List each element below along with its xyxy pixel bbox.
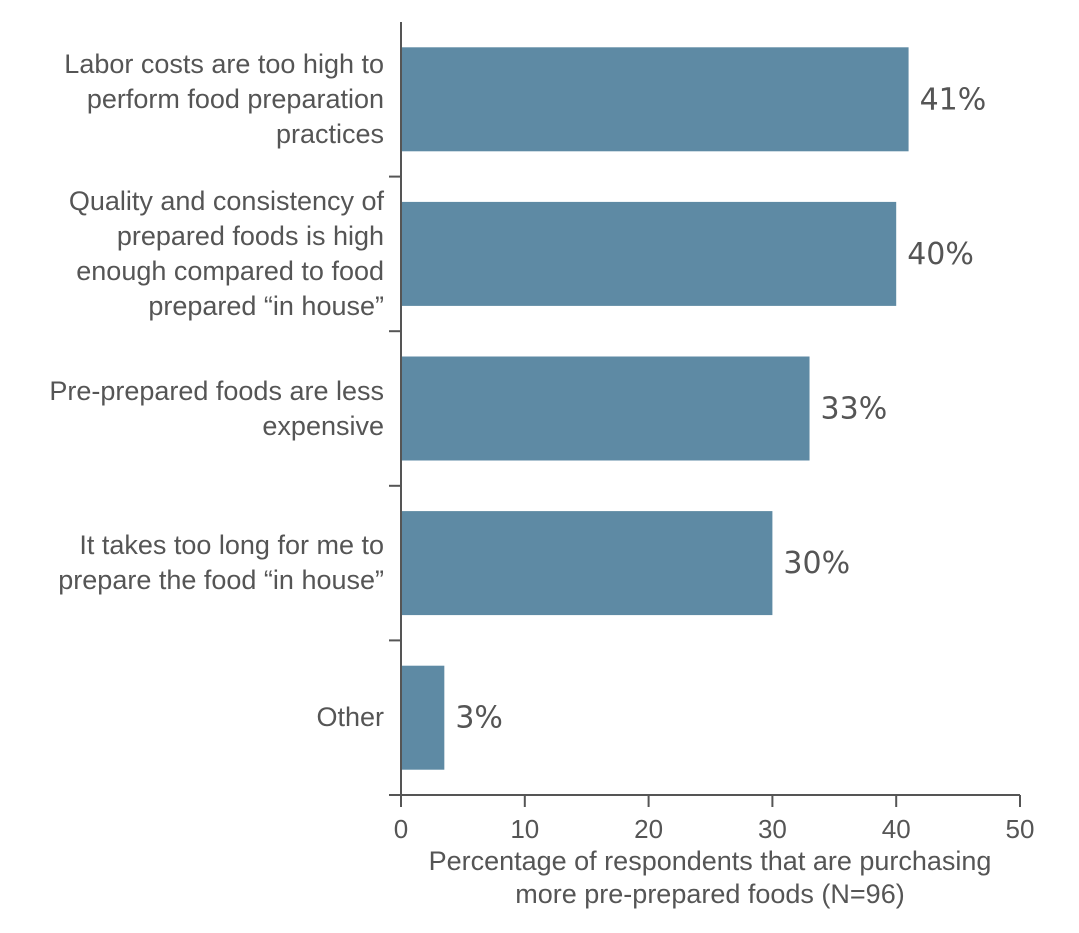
bar-value-label: 41% [920, 82, 987, 117]
x-tick-label: 20 [634, 814, 663, 844]
bar-value-label: 33% [821, 392, 888, 427]
bar-value-label: 30% [783, 546, 850, 581]
x-tick-label: 30 [758, 814, 787, 844]
bar [401, 511, 773, 616]
category-label: Pre-prepared foods are less expensive [49, 375, 384, 441]
bar [401, 356, 810, 461]
bars-group [401, 47, 909, 770]
x-tick-label: 40 [882, 814, 911, 844]
bar [401, 47, 909, 152]
bar [401, 201, 897, 306]
bar [401, 665, 445, 770]
axes-group [389, 22, 1020, 796]
x-tick-label: 0 [394, 814, 408, 844]
x-tick-label: 50 [1006, 814, 1035, 844]
category-label: Labor costs are too high to perform food… [64, 48, 384, 149]
category-label: Other [316, 702, 384, 733]
x-ticks-group: 0 10 20 30 40 50 [394, 795, 1035, 844]
category-label: Quality and consistency of prepared food… [68, 185, 384, 321]
value-labels-group: 41% 40% 33% 30% 3% [455, 82, 986, 735]
bar-value-label: 3% [455, 701, 503, 736]
category-label: It takes too long for me to prepare the … [58, 530, 384, 596]
bar-value-label: 40% [907, 237, 974, 272]
x-tick-label: 10 [510, 814, 539, 844]
x-axis-label: Percentage of respondents that are purch… [428, 846, 992, 909]
